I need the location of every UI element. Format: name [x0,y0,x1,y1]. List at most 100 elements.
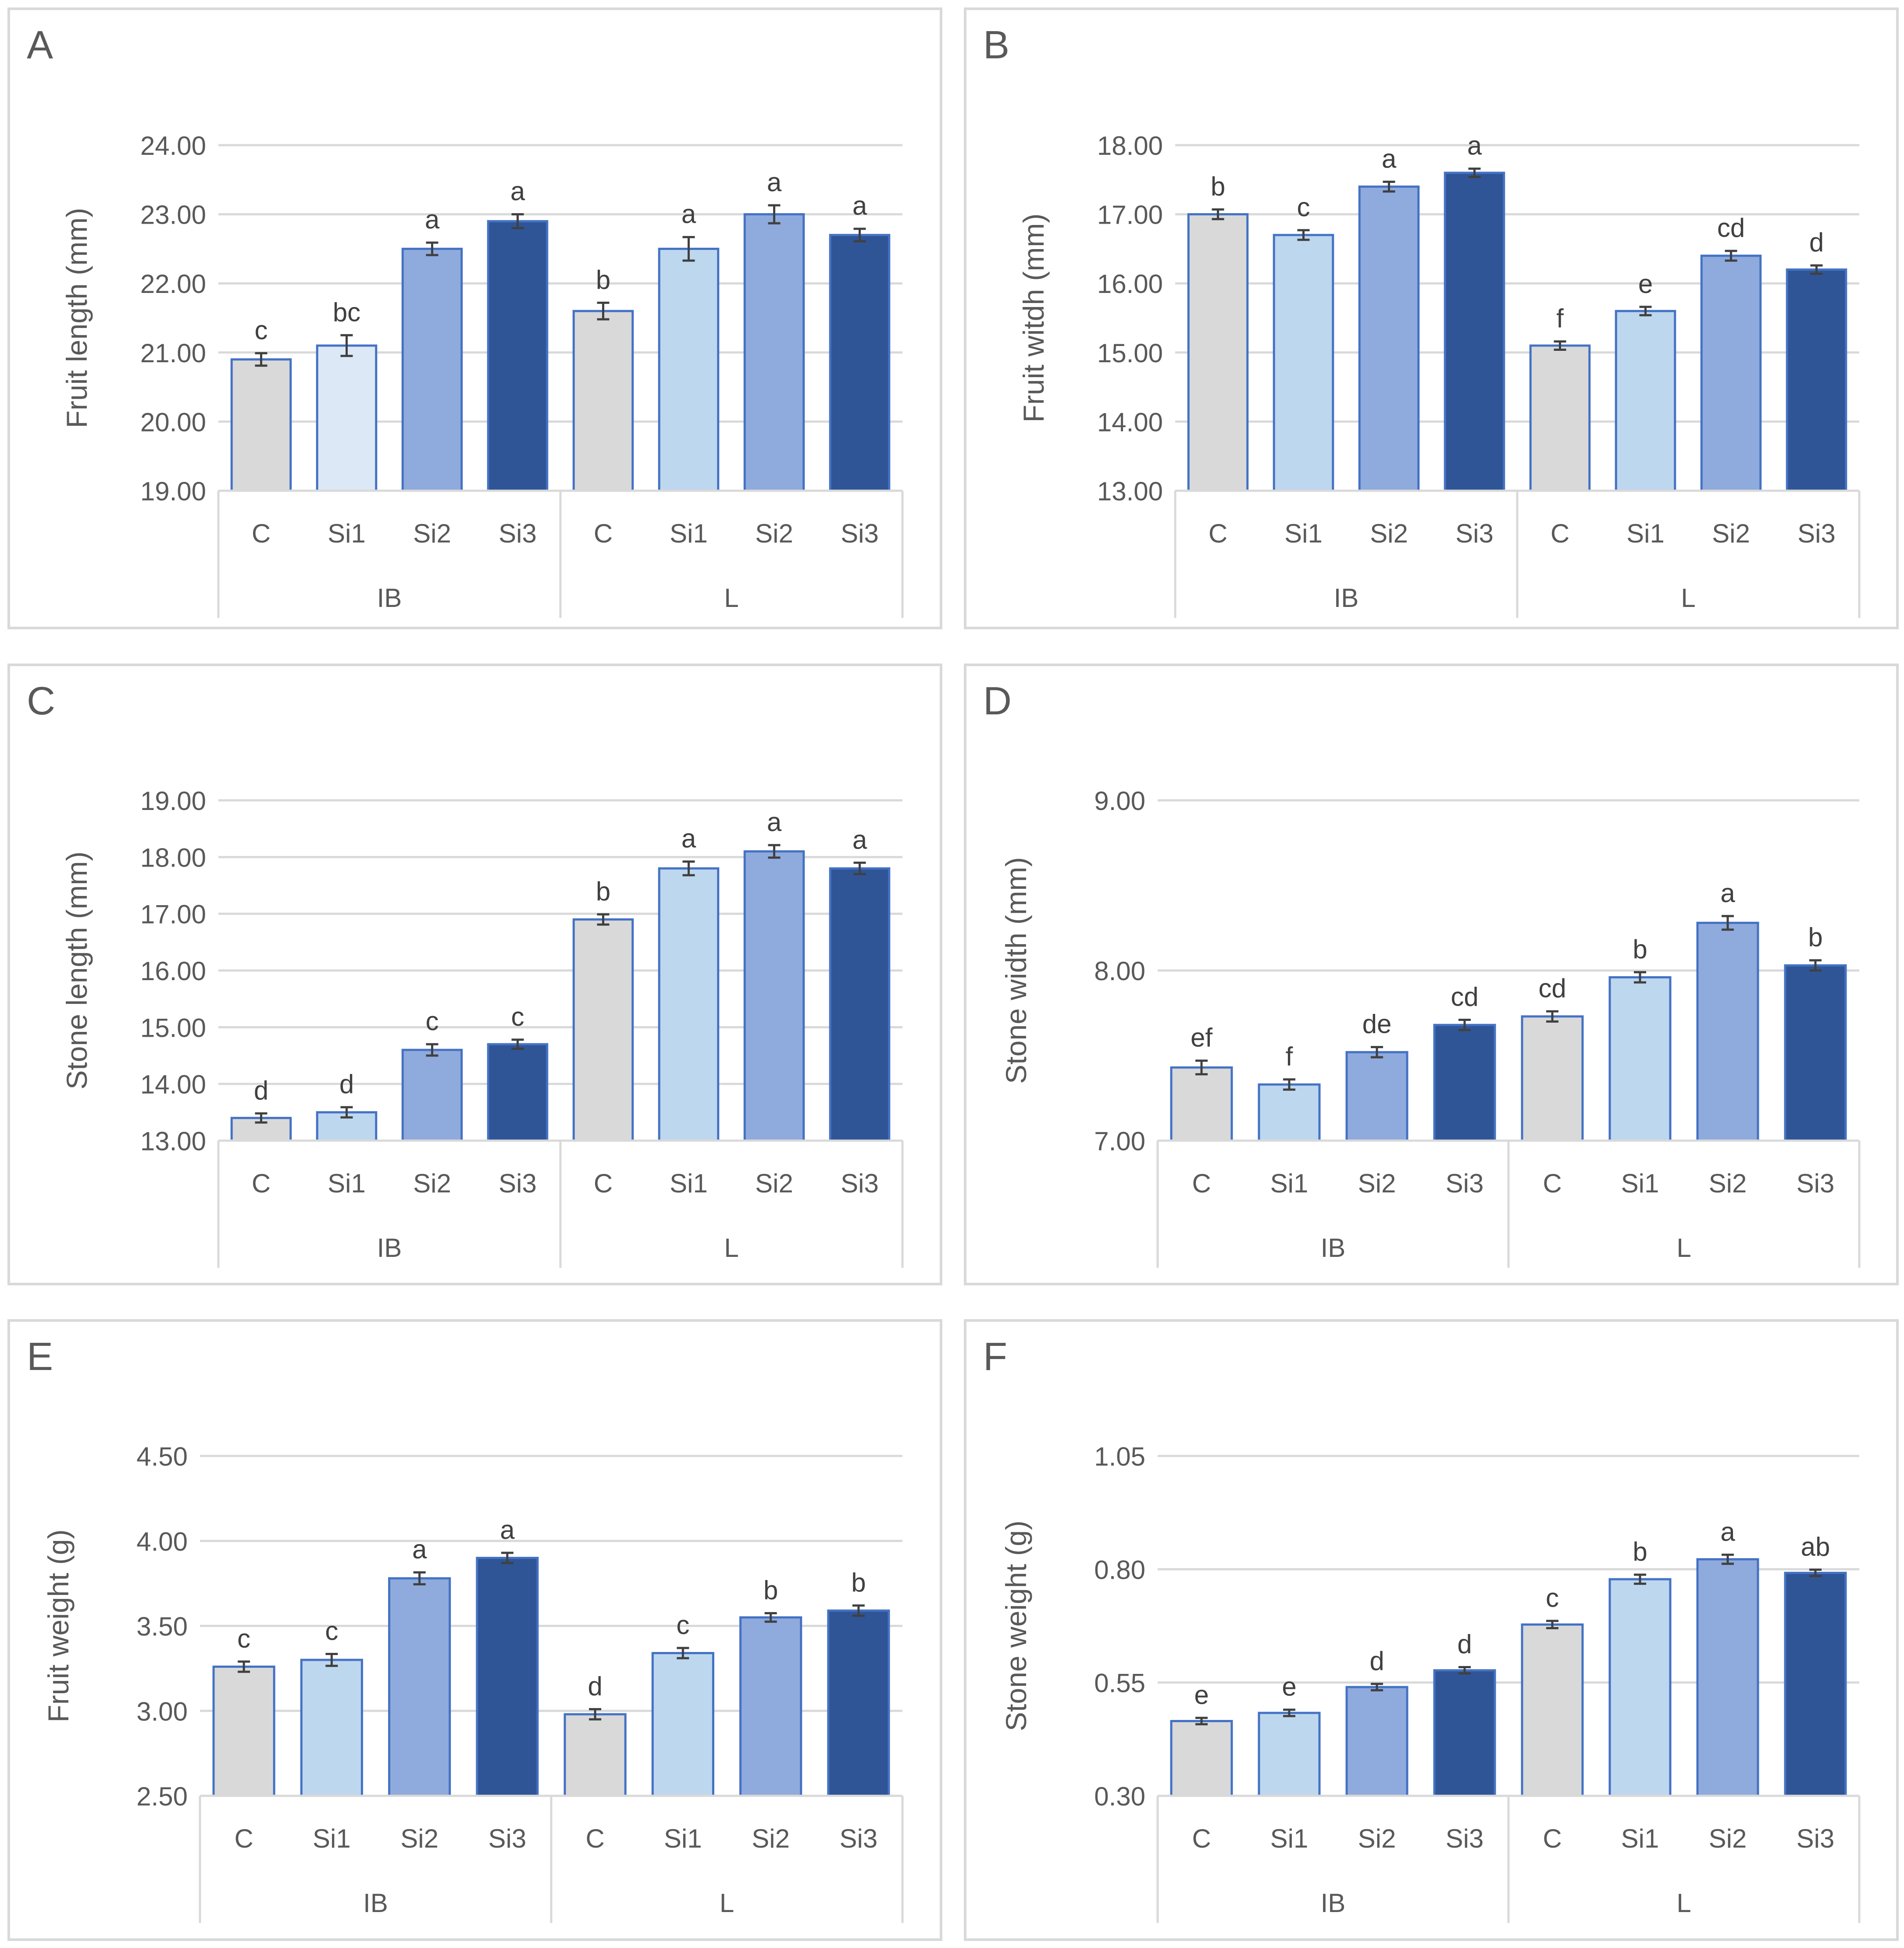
y-tick-label: 23.00 [140,200,206,230]
bar-ib-si3 [487,1043,549,1142]
significance-letter: c [1546,1583,1559,1613]
significance-letter: bc [333,297,360,327]
bar-ib-c [230,358,292,492]
y-axis-label: Stone width (mm) [1000,857,1032,1084]
bar-l-c [1521,1623,1584,1797]
error-bar [597,301,610,321]
y-tick-label: 15.00 [140,1013,206,1042]
significance-letter: b [596,877,610,906]
significance-letter: a [767,168,782,197]
x-group-label: L [724,583,738,613]
x-category-label: Si3 [1797,519,1836,548]
error-bar [1458,1019,1471,1031]
significance-letter: ef [1191,1023,1212,1052]
significance-letter: c [426,1006,439,1036]
error-bar [238,1660,250,1673]
error-bar [853,861,866,875]
panel-label: F [983,1335,1007,1379]
bar-l-si1 [1608,976,1672,1142]
significance-letter: d [588,1671,602,1701]
x-category-label: Si2 [752,1824,790,1853]
error-bar [501,1552,513,1564]
x-category-label: Si1 [328,519,366,548]
error-bar [677,1647,689,1659]
error-bar [1722,915,1734,931]
y-tick-label: 13.00 [1097,477,1163,506]
x-category-label: Si2 [1709,1169,1747,1198]
bar-l-si2 [739,1616,802,1797]
x-category-label: Si1 [670,519,708,548]
bar-ib-si1 [1258,1083,1321,1142]
x-category-label: Si1 [670,1169,708,1198]
significance-letter: a [510,177,525,206]
x-category-label: C [1543,1824,1562,1853]
error-bar [413,1571,426,1586]
x-category-label: C [1192,1824,1211,1853]
error-bar [255,1112,267,1124]
error-bar [1371,1683,1383,1691]
error-bar [1546,1620,1558,1630]
y-axis-label: Fruit weight (g) [42,1529,75,1722]
significance-letter: c [511,1002,524,1031]
x-category-label: C [252,1169,271,1198]
significance-letter: c [255,315,268,345]
significance-letter: c [325,1616,338,1645]
significance-letter: d [1457,1630,1472,1659]
chart-svg: E 2.50 3.00 3.50 4.00 4.50 Fruit weight (g) c Cc… [27,1335,904,1923]
bar-l-si1 [1615,310,1676,492]
y-tick-label: 9.00 [1094,786,1145,816]
x-category-label: Si3 [841,1169,879,1198]
significance-letter: a [852,825,867,854]
error-bar [325,1652,338,1667]
x-category-label: Si1 [664,1824,702,1853]
y-tick-label: 19.00 [140,786,206,816]
y-tick-label: 2.50 [136,1782,188,1811]
error-bar [1722,1553,1734,1565]
error-bar [1371,1046,1383,1059]
x-group-label: L [1676,1888,1691,1918]
x-category-label: Si2 [400,1824,439,1853]
x-category-label: Si2 [1358,1169,1396,1198]
bar-ib-si3 [487,220,549,492]
x-category-label: C [1192,1169,1211,1198]
bar-ib-si2 [1358,186,1420,492]
error-bar [1458,1666,1471,1675]
error-bar [1297,229,1310,241]
panel-label: A [27,23,53,67]
significance-letter: a [1720,878,1735,908]
error-bar [1195,1716,1208,1726]
significance-letter: de [1362,1010,1392,1039]
significance-letter: ab [1801,1532,1830,1561]
x-category-label: Si2 [413,1169,451,1198]
error-bar [1554,340,1566,351]
error-bar [682,860,695,877]
error-bar [1639,306,1652,317]
error-bar [426,1043,439,1057]
y-tick-label: 13.00 [140,1127,206,1156]
significance-letter: f [1286,1042,1293,1071]
chart-panel-b: B 13.00 14.00 15.00 16.00 17.00 18.00 Fruit wit… [964,7,1899,629]
panel-label: D [983,679,1012,723]
x-category-label: Si2 [1370,519,1408,548]
bar-l-c [1521,1015,1584,1142]
error-bar [340,1106,353,1119]
x-category-label: Si3 [1446,1169,1484,1198]
bar-l-si3 [1786,268,1847,492]
error-bar [682,236,695,262]
x-category-label: Si2 [1712,519,1750,548]
significance-letter: b [1633,1537,1647,1566]
error-bar [1283,1078,1295,1091]
y-tick-label: 16.00 [1097,269,1163,299]
x-group-label: L [724,1233,738,1263]
significance-letter: a [852,191,867,221]
significance-letter: f [1556,304,1564,333]
x-category-label: C [594,1169,613,1198]
error-bar [1809,1568,1822,1577]
bar-l-si2 [1700,254,1762,492]
x-category-label: Si1 [1621,1169,1659,1198]
bar-ib-si2 [1345,1051,1408,1142]
chart-panel-a: A 19.00 20.00 21.00 22.00 23.00 24.00 Fruit len… [7,7,942,629]
significance-letter: d [254,1076,268,1105]
